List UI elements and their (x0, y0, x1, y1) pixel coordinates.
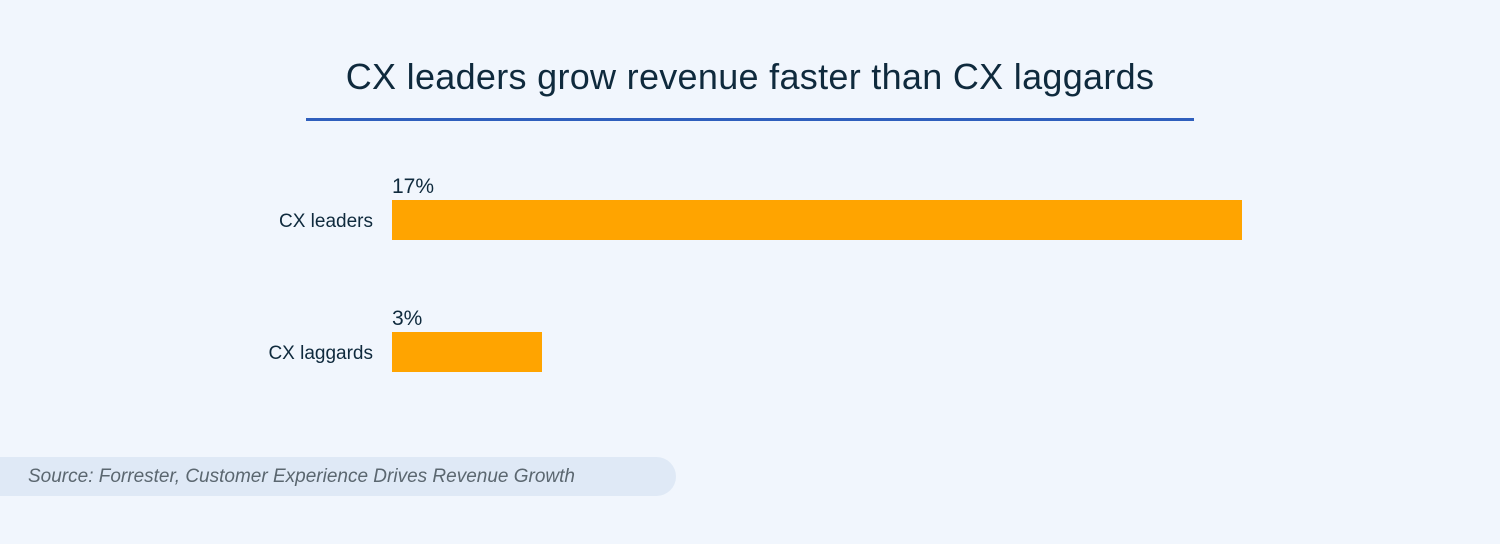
value-label-0: 17% (392, 175, 434, 198)
bar-1 (392, 332, 542, 372)
category-label-1: CX laggards (268, 343, 373, 364)
value-label-1: 3% (392, 307, 422, 330)
title-underline (306, 118, 1194, 121)
chart-title: CX leaders grow revenue faster than CX l… (345, 56, 1155, 97)
bar-0 (392, 200, 1242, 240)
category-label-0: CX leaders (279, 211, 373, 232)
source-note: Source: Forrester, Customer Experience D… (0, 457, 676, 496)
